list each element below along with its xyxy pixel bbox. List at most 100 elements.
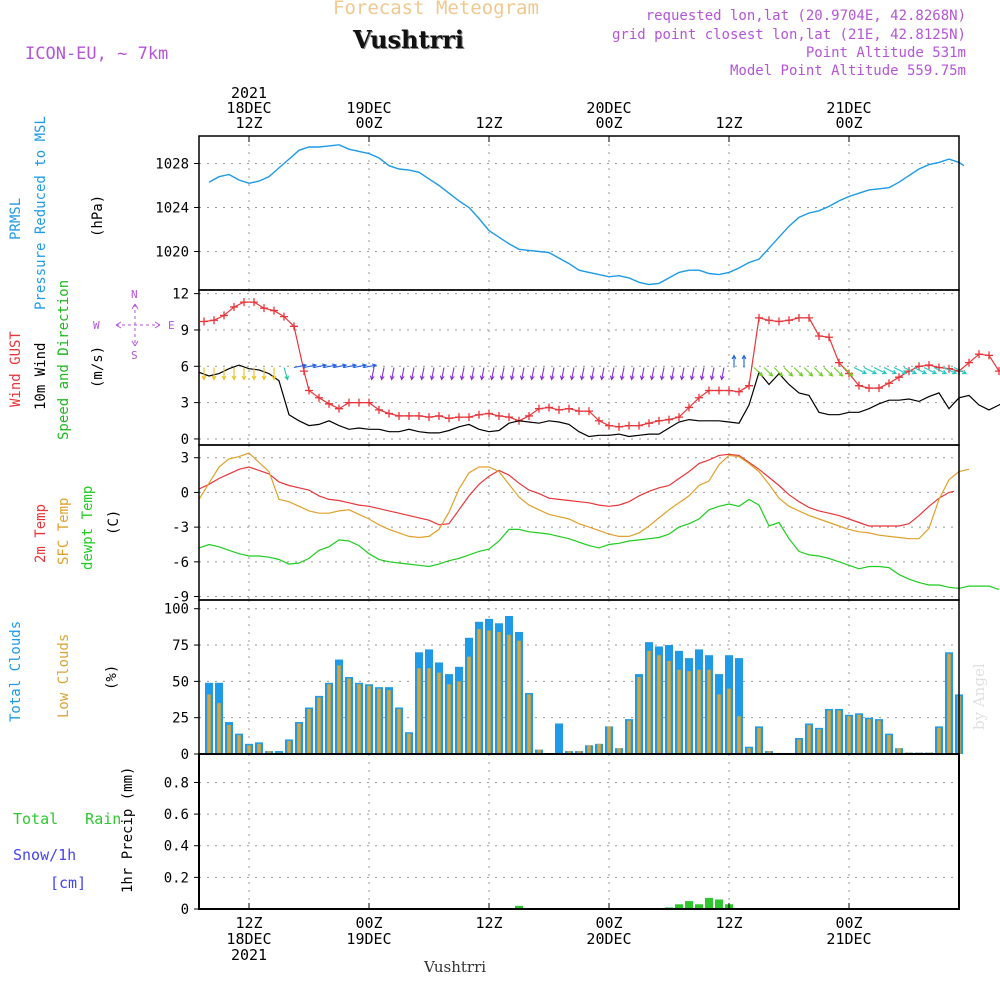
wind-label: 10m Wind [33,342,49,410]
gust-marker [775,317,783,326]
top-time-label: 12Z [715,114,742,132]
total-clouds-bar [555,723,563,754]
wind-direction-arrow [303,363,318,369]
top-time-label: 00Z [595,114,622,132]
wind-direction-arrow [913,367,928,375]
precip-frame [198,753,960,910]
low-clouds-bar [537,749,541,754]
low-clouds-bar [567,751,571,754]
low-clouds-bar [617,748,621,754]
low-clouds-bar [327,684,331,754]
wind-direction-arrow [719,367,725,381]
gust-marker [385,409,393,418]
wind-direction-arrow [783,367,794,377]
low-clouds-bar [607,726,611,754]
wind-direction-arrow [479,367,485,381]
temp-ytick-label: -6 [172,555,189,571]
bottom-time-label: 00Z [835,914,862,932]
top-time-label: 00Z [835,114,862,132]
compass-arrows [115,303,161,347]
low-clouds-bar [387,690,391,754]
wind-direction-arrow [399,367,405,381]
clouds-ytick-label: 100 [164,602,189,618]
bottom-time-label: 00Z [595,914,622,932]
temp-ytick-label: 3 [181,451,189,467]
low-clouds-bar [227,724,231,754]
gust-label: Wind GUST [8,331,24,407]
low-clouds-bar [367,685,371,754]
top-time-label: 2021 [231,84,267,102]
gust-marker [675,413,683,422]
precip-ytick-label: 0.6 [164,807,189,823]
gust-marker [705,386,713,395]
location-title: Vushtrri [353,25,464,54]
bottom-time-label: 18DEC [226,930,271,948]
low-clouds-bar [497,631,501,754]
gust-marker [915,362,923,371]
prmsl-frame [198,135,960,291]
wind-direction-arrow [903,367,918,375]
prmsl-ytick-label: 1024 [155,201,189,217]
bottom-time-label: 19DEC [346,930,391,948]
wind-direction-arrow [629,367,635,381]
compass-south: S [131,349,138,362]
wind-direction-arrow [313,363,328,369]
temp2m-label: 2m Temp [33,503,49,563]
gust-marker [405,411,413,420]
low-clouds-bar [667,661,671,754]
wind-ytick-label: 3 [181,396,189,412]
temp-unit-label: (C) [106,509,122,535]
product-title: Forecast Meteogram [333,0,539,19]
low-clouds-bar [307,708,311,754]
wind-direction-arrow [499,367,505,381]
gust-marker [365,398,373,407]
sfc-temp-line [198,452,970,540]
low-clouds-bar [947,653,951,754]
data-layer [198,144,1000,909]
top-time-label: 12Z [475,114,502,132]
gust-marker [665,415,673,424]
low-clouds-bar [457,681,461,754]
temp-ytick-label: -9 [172,590,189,606]
wind-direction-arrow [529,367,535,381]
wind-ytick-label: 0 [181,432,189,448]
low-clouds-bar [507,634,511,754]
gust-marker [965,358,973,367]
prmsl-ytick-label: 1028 [155,157,189,173]
low-clouds-bar [797,739,801,754]
gust-marker [835,358,843,367]
bottom-time-label: 21DEC [826,930,871,948]
low-clouds-bar [427,668,431,754]
wind-direction-arrow [731,354,737,368]
low-clouds-bar [627,720,631,754]
low-clouds-bar [717,694,721,754]
wind-direction-arrow [221,367,227,381]
wind-direction-arrow [793,367,804,377]
gust-marker [745,381,753,390]
low-clouds-bar [867,719,871,754]
low-clouds-bar [487,630,491,754]
gust-marker [260,304,268,313]
low-clouds-bar [737,716,741,754]
gust-marker [755,313,763,322]
low-clouds-bar [727,688,731,754]
temp-frame [198,444,960,601]
top-time-label: 00Z [355,114,382,132]
wind-direction-arrow [261,367,267,381]
gust-marker [635,421,643,430]
gust-marker [735,387,743,396]
wind-direction-arrow [231,367,237,381]
gust-marker [250,298,258,307]
wind-direction-arrow [353,363,368,369]
rain-label: Total Rain [13,810,122,828]
wind-direction-arrow [409,367,415,381]
wind-ytick-label: 6 [181,359,189,375]
gust-marker [345,398,353,407]
wind-direction-arrow [489,367,495,381]
gust-marker [615,422,623,431]
gust-marker [395,411,403,420]
gust-marker [815,332,823,341]
clouds-ytick-label: 0 [181,747,189,763]
wind-direction-arrow [753,367,764,377]
